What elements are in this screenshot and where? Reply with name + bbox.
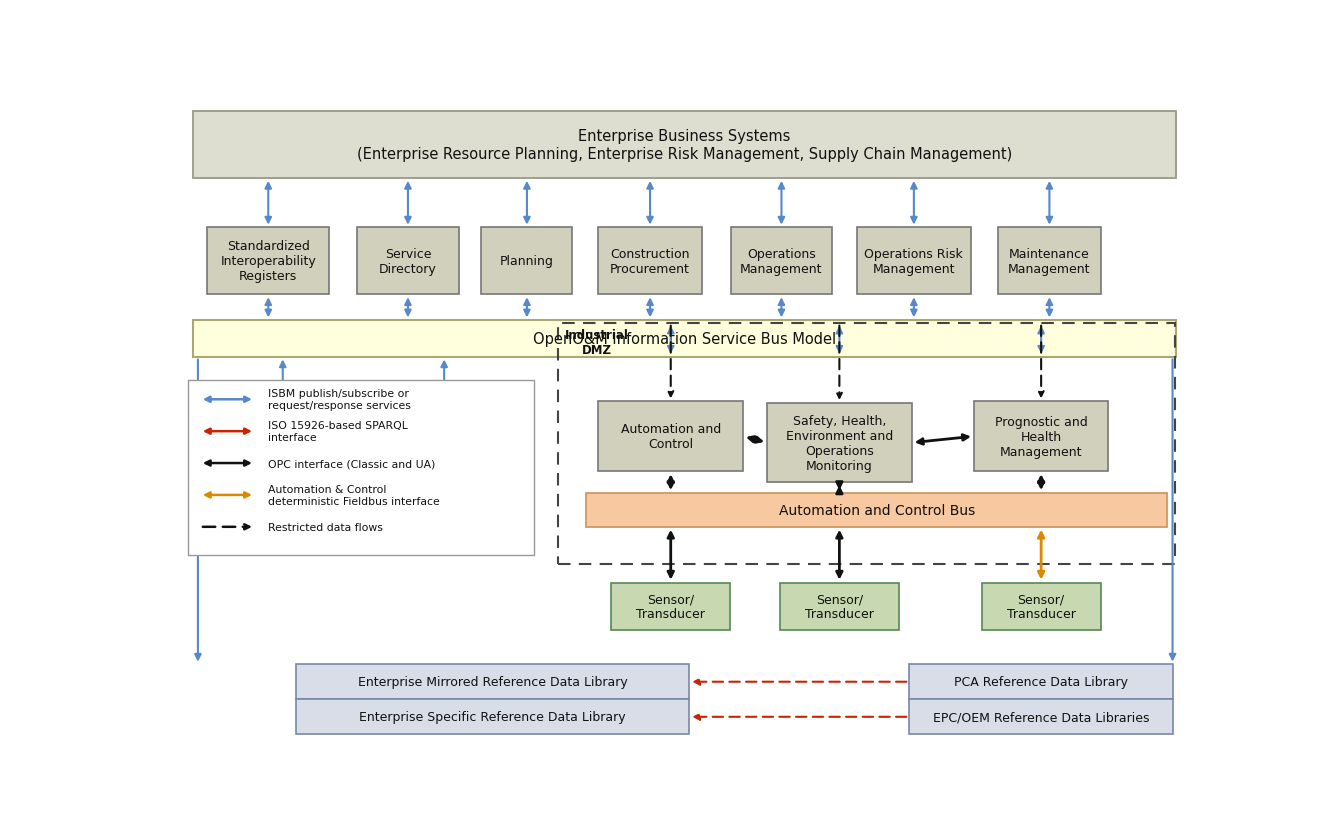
Text: Industrial
DMZ: Industrial DMZ xyxy=(565,328,629,356)
Text: Enterprise Business Systems
(Enterprise Resource Planning, Enterprise Risk Manag: Enterprise Business Systems (Enterprise … xyxy=(356,129,1012,161)
FancyBboxPatch shape xyxy=(482,228,573,295)
Text: Automation and Control Bus: Automation and Control Bus xyxy=(778,504,975,517)
Text: Maintenance
Management: Maintenance Management xyxy=(1008,247,1091,275)
FancyBboxPatch shape xyxy=(975,402,1108,471)
FancyBboxPatch shape xyxy=(192,112,1176,179)
Text: Construction
Management: Construction Management xyxy=(403,433,486,461)
Text: Sensor/
Transducer: Sensor/ Transducer xyxy=(637,593,705,621)
Text: Operations
Management: Operations Management xyxy=(740,247,822,275)
FancyBboxPatch shape xyxy=(611,583,730,631)
Text: Sensor/
Transducer: Sensor/ Transducer xyxy=(805,593,874,621)
Text: Planning: Planning xyxy=(501,255,554,268)
FancyBboxPatch shape xyxy=(780,583,898,631)
Text: Sensor/
Transducer: Sensor/ Transducer xyxy=(1007,593,1076,621)
Text: Automation & Control
deterministic Fieldbus interface: Automation & Control deterministic Field… xyxy=(268,485,441,506)
FancyBboxPatch shape xyxy=(216,418,348,475)
FancyBboxPatch shape xyxy=(730,228,832,295)
Text: Operations Risk
Management: Operations Risk Management xyxy=(865,247,964,275)
Text: ISBM publish/subscribe or
request/response services: ISBM publish/subscribe or request/respon… xyxy=(268,389,411,410)
FancyBboxPatch shape xyxy=(378,418,510,475)
Text: PCA Reference Data Library: PCA Reference Data Library xyxy=(955,676,1128,688)
FancyBboxPatch shape xyxy=(997,228,1101,295)
Text: Enterprise Specific Reference Data Library: Enterprise Specific Reference Data Libra… xyxy=(359,710,626,724)
FancyBboxPatch shape xyxy=(187,380,534,556)
FancyBboxPatch shape xyxy=(296,664,689,700)
FancyBboxPatch shape xyxy=(909,700,1173,734)
Text: Automation and
Control: Automation and Control xyxy=(621,423,721,451)
Text: OPC interface (Classic and UA): OPC interface (Classic and UA) xyxy=(268,458,435,468)
Text: Construction
Procurement: Construction Procurement xyxy=(610,247,690,275)
Text: Engineering
Design: Engineering Design xyxy=(246,433,320,461)
Text: Restricted data flows: Restricted data flows xyxy=(268,522,383,532)
FancyBboxPatch shape xyxy=(768,404,912,483)
FancyBboxPatch shape xyxy=(857,228,971,295)
Text: Prognostic and
Health
Management: Prognostic and Health Management xyxy=(995,415,1088,458)
FancyBboxPatch shape xyxy=(358,228,459,295)
Text: Safety, Health,
Environment and
Operations
Monitoring: Safety, Health, Environment and Operatio… xyxy=(786,414,893,472)
Text: ISO 15926-based SPARQL
interface: ISO 15926-based SPARQL interface xyxy=(268,421,409,442)
FancyBboxPatch shape xyxy=(981,583,1100,631)
FancyBboxPatch shape xyxy=(192,321,1176,357)
FancyBboxPatch shape xyxy=(586,494,1167,527)
FancyBboxPatch shape xyxy=(598,402,744,471)
FancyBboxPatch shape xyxy=(296,700,689,734)
FancyBboxPatch shape xyxy=(909,664,1173,700)
Text: EPC/OEM Reference Data Libraries: EPC/OEM Reference Data Libraries xyxy=(933,710,1149,724)
Text: Service
Directory: Service Directory xyxy=(379,247,437,275)
FancyBboxPatch shape xyxy=(207,228,330,295)
FancyBboxPatch shape xyxy=(598,228,702,295)
Text: Standardized
Interoperability
Registers: Standardized Interoperability Registers xyxy=(220,240,316,283)
Text: OpenO&M Information Service Bus Model: OpenO&M Information Service Bus Model xyxy=(533,332,836,347)
Text: Enterprise Mirrored Reference Data Library: Enterprise Mirrored Reference Data Libra… xyxy=(358,676,627,688)
